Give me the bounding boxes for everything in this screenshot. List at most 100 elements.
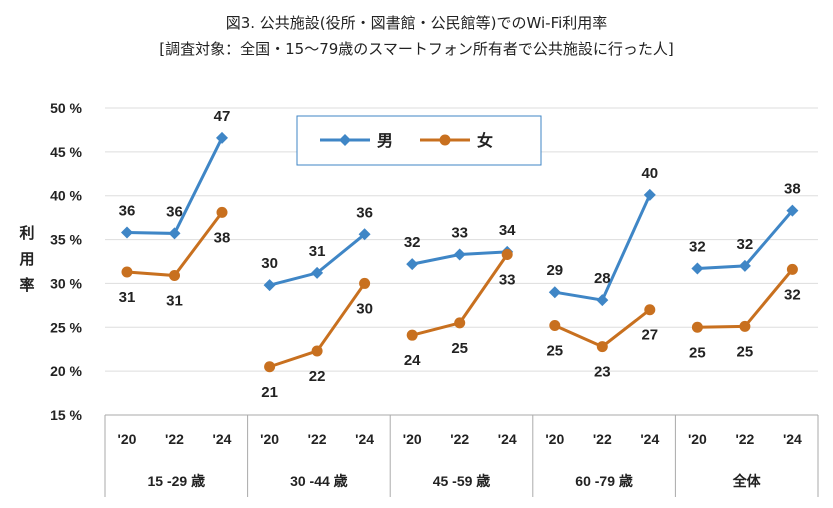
category-label: '22 — [308, 431, 327, 447]
category-label: '24 — [213, 431, 232, 447]
legend-marker-female — [439, 134, 451, 146]
series-line-female — [697, 268, 794, 329]
category-label: '20 — [403, 431, 422, 447]
data-point-male — [596, 294, 609, 307]
data-point-female — [501, 248, 513, 260]
data-point-female — [121, 266, 133, 278]
category-label: '22 — [593, 431, 612, 447]
data-label: 36 — [356, 204, 373, 221]
data-point-male — [691, 262, 704, 275]
category-label: '24 — [640, 431, 659, 447]
y-tick-label: 40 % — [50, 188, 82, 204]
group-label: 60 -79 歳 — [575, 473, 633, 489]
series-line-female — [554, 308, 651, 349]
chart-title: 図3. 公共施設(役所・図書館・公民館等)でのWi-Fi利用率 — [225, 14, 608, 32]
category-label: '24 — [498, 431, 517, 447]
data-point-male — [168, 227, 181, 240]
data-point-female — [596, 341, 608, 353]
data-label: 32 — [737, 236, 754, 253]
data-point-male — [121, 226, 133, 239]
data-label: 25 — [546, 343, 563, 360]
data-label: 40 — [641, 165, 658, 182]
data-label: 30 — [356, 300, 373, 317]
data-label: 34 — [499, 222, 516, 239]
data-label: 38 — [784, 181, 801, 198]
series-line-female — [126, 211, 224, 278]
data-point-female — [691, 321, 703, 333]
data-label: 25 — [689, 344, 706, 361]
y-tick-label: 50 % — [50, 100, 82, 116]
y-axis-label-char: 率 — [19, 276, 34, 294]
data-point-male — [738, 259, 751, 272]
category-label: '20 — [545, 431, 564, 447]
category-label: '20 — [688, 431, 707, 447]
data-point-female — [359, 277, 371, 289]
category-label: '24 — [783, 431, 802, 447]
data-label: 31 — [309, 243, 326, 260]
y-axis-label-char: 利 — [19, 224, 34, 242]
y-tick-label: 30 % — [50, 275, 82, 291]
category-label: '24 — [355, 431, 374, 447]
group-label: 全体 — [732, 473, 762, 489]
data-point-male — [406, 258, 419, 271]
y-tick-label: 25 % — [50, 319, 82, 335]
data-label: 32 — [404, 234, 421, 251]
group-label: 45 -59 歳 — [433, 473, 491, 489]
data-label: 32 — [689, 239, 706, 256]
data-label: 33 — [499, 271, 516, 288]
y-tick-label: 15 % — [50, 407, 82, 423]
data-point-female — [454, 317, 466, 329]
category-label: '20 — [118, 431, 137, 447]
data-point-female — [786, 263, 798, 275]
data-point-male — [216, 131, 228, 144]
data-point-female — [406, 329, 418, 341]
data-label: 31 — [166, 293, 183, 310]
data-label: 32 — [784, 286, 801, 303]
data-label: 36 — [119, 203, 136, 220]
data-label: 38 — [214, 229, 231, 246]
category-label: '22 — [735, 431, 754, 447]
y-tick-label: 20 % — [50, 363, 82, 379]
data-point-female — [311, 345, 323, 357]
y-tick-label: 35 % — [50, 232, 82, 248]
data-point-male — [643, 188, 656, 201]
data-label: 22 — [309, 368, 326, 385]
data-label: 30 — [261, 255, 278, 272]
data-label: 28 — [594, 270, 611, 287]
data-label: 24 — [404, 352, 421, 369]
data-label: 29 — [546, 262, 563, 279]
y-axis-label-char: 用 — [19, 251, 34, 268]
data-label: 25 — [451, 340, 468, 357]
category-label: '22 — [450, 431, 469, 447]
legend-label: 男 — [377, 132, 393, 150]
data-point-female — [264, 361, 276, 373]
data-point-male — [453, 248, 466, 261]
group-label: 30 -44 歳 — [290, 473, 348, 489]
data-label: 21 — [261, 384, 278, 401]
data-point-female — [739, 320, 751, 332]
data-label: 36 — [166, 203, 183, 220]
data-point-male — [358, 228, 371, 241]
data-point-male — [786, 204, 799, 217]
data-label: 47 — [214, 108, 231, 125]
legend-label: 女 — [477, 131, 493, 150]
data-label: 27 — [641, 327, 658, 344]
data-label: 25 — [737, 343, 754, 360]
legend-marker-male — [339, 134, 351, 146]
data-point-male — [263, 279, 276, 292]
data-point-female — [644, 304, 656, 316]
data-point-female — [169, 270, 180, 282]
y-tick-label: 45 % — [50, 144, 82, 160]
data-point-male — [548, 286, 561, 299]
data-point-male — [311, 266, 324, 279]
chart-subtitle: [調査対象：全国・15～79歳のスマートフォン所有者で公共施設に行った人] — [159, 40, 674, 58]
data-label: 31 — [119, 289, 136, 306]
data-label: 33 — [451, 224, 468, 241]
data-point-female — [216, 206, 228, 218]
category-label: '22 — [165, 431, 184, 447]
group-label: 15 -29 歳 — [148, 473, 206, 489]
category-label: '20 — [260, 431, 279, 447]
data-label: 23 — [594, 364, 611, 381]
